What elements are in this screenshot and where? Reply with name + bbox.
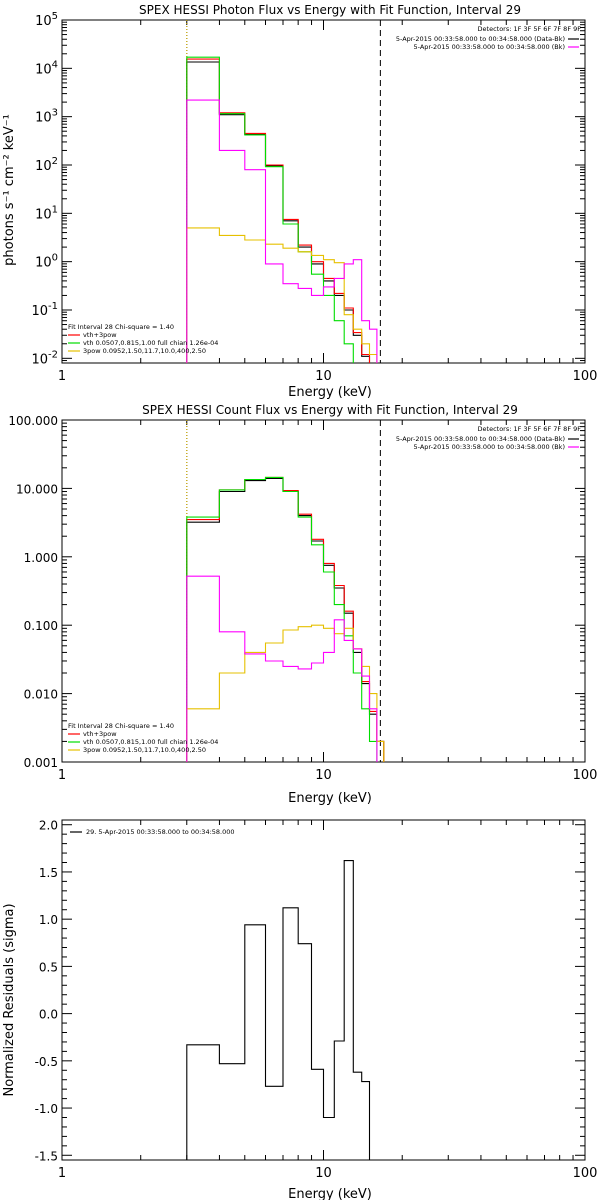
data-series: [186, 99, 378, 363]
data-series: [186, 477, 385, 762]
plot-frame: [61, 419, 586, 763]
y-tick-label: 104: [35, 59, 58, 77]
y-tick-label: 0.0: [39, 1008, 58, 1022]
y-tick-label: 1.0: [39, 913, 58, 927]
legend-entry: 5-Apr-2015 00:33:58.000 to 00:34:58.000 …: [414, 443, 565, 451]
legend-entry: 3pow 0.0952,1.50,11.7,10.0,400,2.50: [83, 347, 206, 355]
plot-area: 1 10 100 10-2 10-1 100 101 102 103 104 105 Detector…: [31, 11, 597, 384]
y-tick-label: 2.0: [39, 819, 58, 833]
y-tick-label: 0.100: [24, 619, 58, 633]
y-tick-label: -1.5: [35, 1149, 58, 1163]
x-tick-label: 10: [315, 369, 332, 384]
y-tick-label: 102: [35, 156, 58, 174]
plot-frame: [61, 19, 586, 364]
x-axis-label: Energy (keV): [288, 385, 372, 400]
residuals-panel: Energy (keV) Normalized Residuals (sigma…: [2, 819, 598, 1202]
y-tick-label: -1.0: [35, 1102, 58, 1116]
legend-entry: 5-Apr-2015 00:33:58.000 to 00:34:58.000 …: [396, 435, 565, 443]
data-series: [186, 476, 378, 762]
count-flux-panel: SPEX HESSI Count Flux vs Energy with Fit…: [8, 403, 597, 806]
x-tick-label: 100: [573, 369, 598, 384]
detectors-label: Detectors: 1F 3F 5F 6F 7F 8F 9F: [478, 25, 582, 33]
y-tick-label: 100: [35, 253, 58, 271]
y-tick-label: 0.001: [24, 756, 58, 770]
x-axis-label: Energy (keV): [288, 791, 372, 806]
y-tick-label: 0.5: [39, 960, 58, 974]
y-tick-label: 10-1: [31, 301, 58, 319]
data-series: [186, 227, 378, 363]
data-series: [186, 56, 354, 363]
x-tick-label: 1: [58, 369, 66, 384]
data-series: [186, 860, 371, 1160]
legend-entry: 5-Apr-2015 00:33:58.000 to 00:34:58.000 …: [414, 43, 565, 51]
y-tick-label: 103: [35, 108, 58, 126]
fit-summary: Fit Interval 28 Chi-square = 1.40: [68, 323, 174, 331]
legend-entry: vth 0.0507,0.815,1.00 full chian 1.26e-0…: [83, 339, 218, 347]
photon-flux-panel: SPEX HESSI Photon Flux vs Energy with Fi…: [2, 3, 597, 400]
y-tick-label: 1.5: [39, 866, 58, 880]
legend-entry: vth 0.0507,0.815,1.00 full chian 1.26e-0…: [83, 738, 218, 746]
x-tick-label: 1: [58, 768, 66, 783]
detectors-label: Detectors: 1F 3F 5F 6F 7F 8F 9F: [478, 425, 582, 433]
x-tick-label: 10: [315, 1166, 332, 1181]
x-tick-label: 10: [315, 768, 332, 783]
y-tick-label: 10-2: [31, 349, 58, 367]
y-axis-label: photons s⁻¹ cm⁻² keV⁻¹: [2, 114, 17, 266]
data-series: [186, 58, 371, 363]
panel-title: SPEX HESSI Photon Flux vs Energy with Fi…: [139, 3, 521, 17]
y-tick-label: 1.000: [24, 551, 58, 565]
fit-summary: Fit Interval 28 Chi-square = 1.40: [68, 722, 174, 730]
y-axis-label: Normalized Residuals (sigma): [2, 903, 17, 1096]
legend-entry: vth+3pow: [83, 730, 117, 738]
legend-entry: 29. 5-Apr-2015 00:33:58.000 to 00:34:58.…: [86, 828, 235, 836]
legend-entry: 3pow 0.0952,1.50,11.7,10.0,400,2.50: [83, 746, 206, 754]
x-axis-label: Energy (keV): [288, 1187, 372, 1200]
y-tick-label: 100.000: [8, 414, 58, 428]
x-tick-label: 100: [573, 768, 598, 783]
legend-entry: vth+3pow: [83, 331, 117, 339]
y-tick-label: 105: [35, 11, 58, 29]
legend-entry: 5-Apr-2015 00:33:58.000 to 00:34:58.000 …: [396, 35, 565, 43]
x-tick-label: 1: [58, 1166, 66, 1181]
x-tick-label: 100: [573, 1166, 598, 1181]
plot-area: 1 10 100 -1.5 -1.0 -0.5 0.0 0.5 1.0 1.5 2.0 29. 5-A…: [35, 819, 598, 1181]
data-series: [186, 624, 385, 762]
data-series: [186, 575, 378, 762]
plot-area: 1 10 100 0.001 0.010 0.100 1.000 10.000 100.000 D…: [8, 414, 597, 783]
data-series: [186, 476, 385, 762]
y-tick-label: 10.000: [16, 482, 58, 496]
y-tick-label: 0.010: [24, 688, 58, 702]
data-series: [186, 61, 371, 363]
y-tick-label: -0.5: [35, 1055, 58, 1069]
panel-title: SPEX HESSI Count Flux vs Energy with Fit…: [142, 403, 518, 417]
y-tick-label: 101: [35, 204, 58, 222]
